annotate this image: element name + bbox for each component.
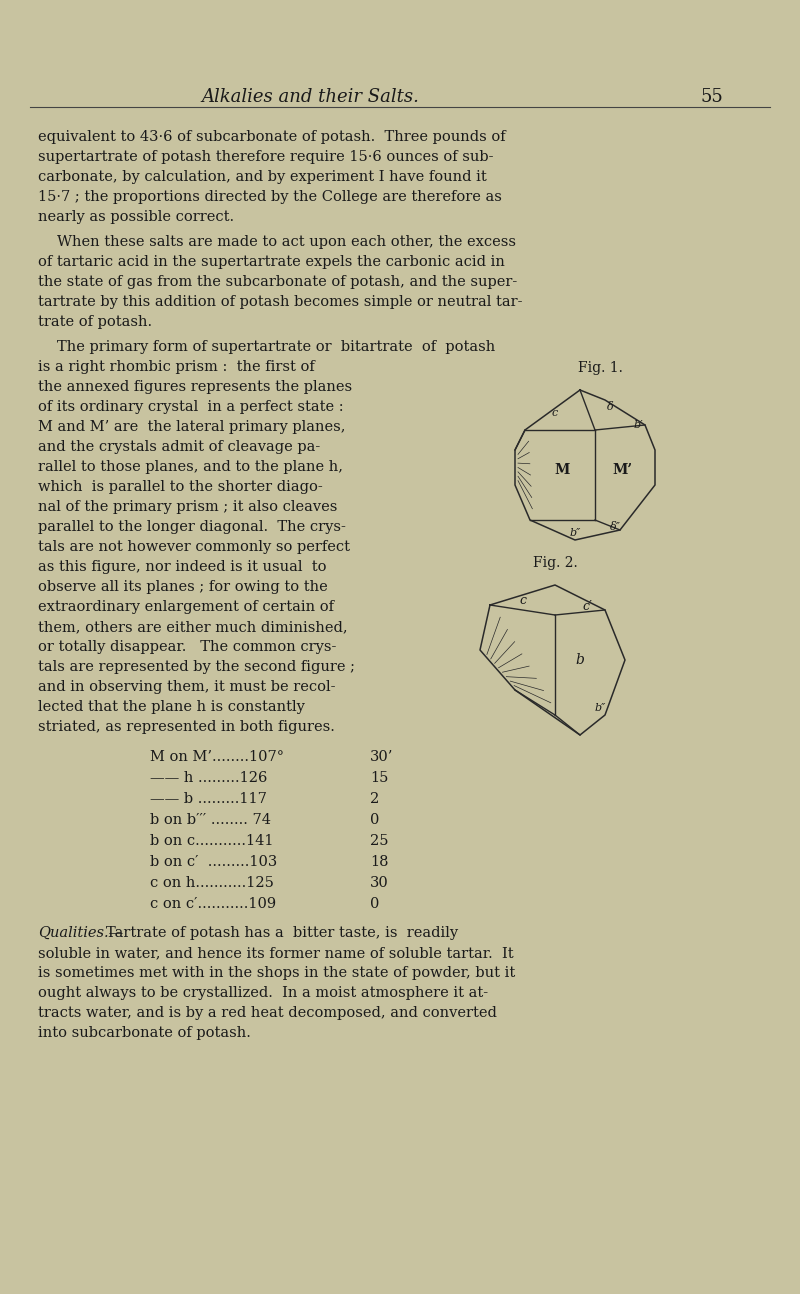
Text: striated, as represented in both figures.: striated, as represented in both figures… (38, 719, 335, 734)
Text: trate of potash.: trate of potash. (38, 314, 152, 329)
Text: b on b′′′ ........ 74: b on b′′′ ........ 74 (150, 813, 271, 827)
Text: c on h...........125: c on h...........125 (150, 876, 274, 890)
Text: 30: 30 (370, 876, 389, 890)
Text: 30’: 30’ (370, 751, 394, 763)
Text: carbonate, by calculation, and by experiment I have found it: carbonate, by calculation, and by experi… (38, 170, 486, 184)
Text: 2: 2 (370, 792, 379, 806)
Text: 15·7 ; the proportions directed by the College are therefore as: 15·7 ; the proportions directed by the C… (38, 190, 502, 204)
Text: the state of gas from the subcarbonate of potash, and the super-: the state of gas from the subcarbonate o… (38, 276, 518, 289)
Text: c′: c′ (582, 600, 592, 613)
Text: b″: b″ (594, 703, 606, 713)
Text: When these salts are made to act upon each other, the excess: When these salts are made to act upon ea… (57, 236, 516, 248)
Text: nearly as possible correct.: nearly as possible correct. (38, 210, 234, 224)
Text: and in observing them, it must be recol-: and in observing them, it must be recol- (38, 681, 335, 694)
Text: c: c (519, 594, 526, 607)
Text: tracts water, and is by a red heat decomposed, and converted: tracts water, and is by a red heat decom… (38, 1005, 497, 1020)
Text: extraordinary enlargement of certain of: extraordinary enlargement of certain of (38, 600, 334, 613)
Text: tals are not however commonly so perfect: tals are not however commonly so perfect (38, 540, 350, 554)
Text: b: b (575, 653, 585, 666)
Text: observe all its planes ; for owing to the: observe all its planes ; for owing to th… (38, 580, 328, 594)
Text: soluble in water, and hence its former name of soluble tartar.  It: soluble in water, and hence its former n… (38, 946, 514, 960)
Text: them, others are either much diminished,: them, others are either much diminished, (38, 620, 348, 634)
Text: is sometimes met with in the shops in the state of powder, but it: is sometimes met with in the shops in th… (38, 967, 515, 980)
Text: 55: 55 (700, 88, 722, 106)
Text: —— h .........126: —— h .........126 (150, 771, 267, 785)
Text: nal of the primary prism ; it also cleaves: nal of the primary prism ; it also cleav… (38, 499, 338, 514)
Text: Tartrate of potash has a  bitter taste, is  readily: Tartrate of potash has a bitter taste, i… (106, 927, 458, 939)
Text: Fig. 1.: Fig. 1. (578, 361, 622, 375)
Text: M: M (554, 463, 570, 477)
Text: equivalent to 43·6 of subcarbonate of potash.  Three pounds of: equivalent to 43·6 of subcarbonate of po… (38, 129, 506, 144)
Text: δ: δ (606, 402, 614, 411)
Text: 0: 0 (370, 813, 379, 827)
Text: b″: b″ (570, 528, 581, 538)
Text: tartrate by this addition of potash becomes simple or neutral tar-: tartrate by this addition of potash beco… (38, 295, 522, 309)
Text: tals are represented by the second figure ;: tals are represented by the second figur… (38, 660, 355, 674)
Text: or totally disappear.   The common crys-: or totally disappear. The common crys- (38, 641, 336, 653)
Text: supertartrate of potash therefore require 15·6 ounces of sub-: supertartrate of potash therefore requir… (38, 150, 494, 164)
Text: ought always to be crystallized.  In a moist atmosphere it at-: ought always to be crystallized. In a mo… (38, 986, 488, 1000)
Text: as this figure, nor indeed is it usual  to: as this figure, nor indeed is it usual t… (38, 560, 326, 575)
Text: b on c′  .........103: b on c′ .........103 (150, 855, 278, 870)
Text: —— b .........117: —— b .........117 (150, 792, 267, 806)
Text: of its ordinary crystal  in a perfect state :: of its ordinary crystal in a perfect sta… (38, 400, 344, 414)
Text: 18: 18 (370, 855, 389, 870)
Text: c: c (552, 408, 558, 418)
Text: c on c′...........109: c on c′...........109 (150, 897, 276, 911)
Text: which  is parallel to the shorter diago-: which is parallel to the shorter diago- (38, 480, 322, 494)
Text: into subcarbonate of potash.: into subcarbonate of potash. (38, 1026, 251, 1040)
Text: Fig. 2.: Fig. 2. (533, 556, 578, 569)
Text: 0: 0 (370, 897, 379, 911)
Text: δ″: δ″ (610, 521, 621, 532)
Text: parallel to the longer diagonal.  The crys-: parallel to the longer diagonal. The cry… (38, 520, 346, 534)
Text: Qualities.—: Qualities.— (38, 927, 123, 939)
Text: b on c...........141: b on c...........141 (150, 835, 274, 848)
Text: is a right rhombic prism :  the first of: is a right rhombic prism : the first of (38, 360, 314, 374)
Text: 25: 25 (370, 835, 389, 848)
Text: Alkalies and their Salts.: Alkalies and their Salts. (201, 88, 419, 106)
Text: b′: b′ (633, 421, 643, 430)
Text: The primary form of supertartrate or  bitartrate  of  potash: The primary form of supertartrate or bit… (57, 340, 495, 355)
Text: M on M’........107°: M on M’........107° (150, 751, 284, 763)
Text: the annexed figures represents the planes: the annexed figures represents the plane… (38, 380, 352, 393)
Text: M’: M’ (612, 463, 632, 477)
Text: of tartaric acid in the supertartrate expels the carbonic acid in: of tartaric acid in the supertartrate ex… (38, 255, 505, 269)
Text: 15: 15 (370, 771, 388, 785)
Text: lected that the plane h is constantly: lected that the plane h is constantly (38, 700, 305, 714)
Text: rallel to those planes, and to the plane h,: rallel to those planes, and to the plane… (38, 459, 343, 474)
Text: and the crystals admit of cleavage pa-: and the crystals admit of cleavage pa- (38, 440, 320, 454)
Text: M and M’ are  the lateral primary planes,: M and M’ are the lateral primary planes, (38, 421, 346, 433)
